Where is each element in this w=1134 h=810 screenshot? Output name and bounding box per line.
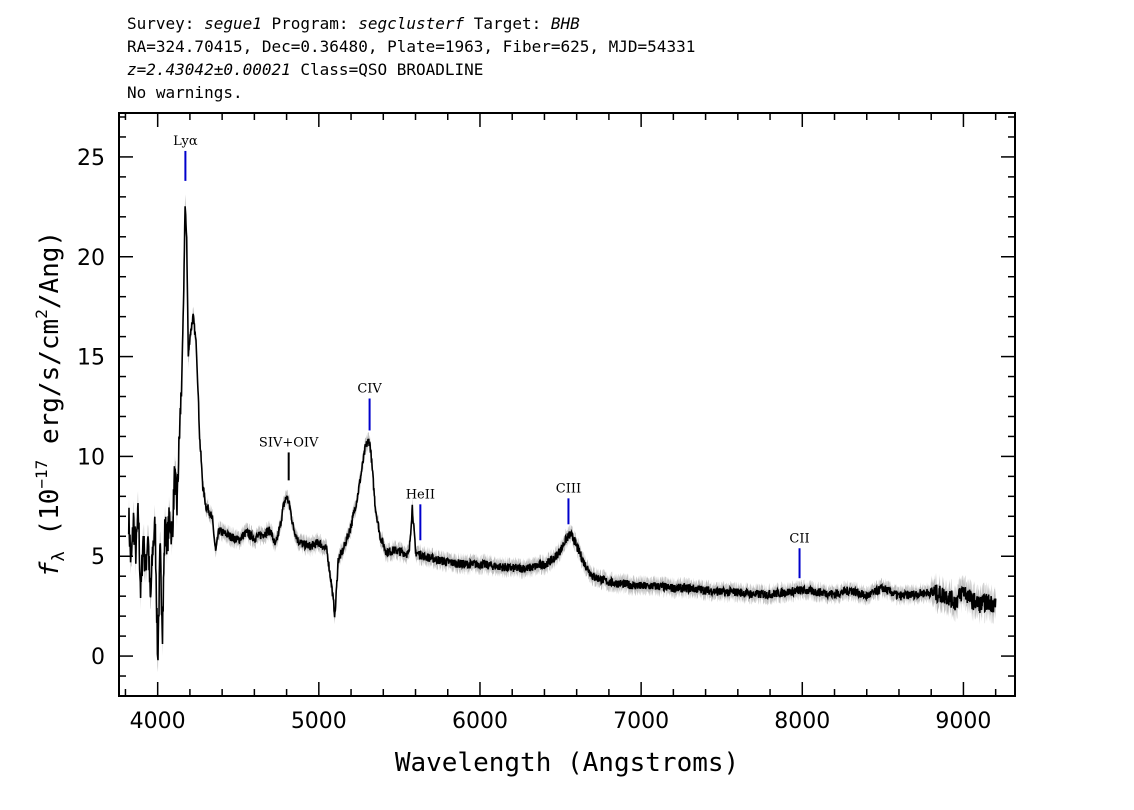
program-label: Program: <box>261 14 359 33</box>
y-tick-label: 5 <box>91 545 105 570</box>
target-label: Target: <box>464 14 551 33</box>
x-axis-title: Wavelength (Angstroms) <box>395 748 739 778</box>
plot-frame <box>118 112 1016 697</box>
y-tick-label: 0 <box>91 645 105 670</box>
spectrum-header: Survey: segue1 Program: segclusterf Targ… <box>127 12 695 104</box>
line-marker-ciii-label: CIII <box>556 481 581 496</box>
axis-ticks: 4000 5000 6000 7000 8000 9000 0 5 10 15 20 25 <box>77 113 1015 734</box>
target-value: BHB <box>550 14 580 33</box>
x-tick-label: 6000 <box>452 709 508 734</box>
plot-content: Lyα SIV+OIV CIV HeII CIII CII <box>127 134 997 673</box>
line-marker-heii-label: HeII <box>406 487 435 502</box>
y-tick-label: 15 <box>77 346 105 371</box>
line-marker-cii-label: CII <box>789 531 809 546</box>
survey-label: Survey: <box>127 14 205 33</box>
header-coords-line: RA=324.70415, Dec=0.36480, Plate=1963, F… <box>127 37 696 56</box>
y-tick-label: 10 <box>77 445 105 470</box>
x-tick-label: 9000 <box>935 709 991 734</box>
spectrum-line-0 <box>127 206 997 661</box>
program-value: segclusterf <box>358 14 465 33</box>
header-survey-line: Survey: segue1 Program: segclusterf Targ… <box>127 12 695 35</box>
redshift-value: z=2.43042±0.00021 <box>127 60 291 79</box>
class-value: Class=QSO BROADLINE <box>290 60 484 79</box>
header-warnings-line: No warnings. <box>127 83 243 102</box>
header-redshift-line: z=2.43042±0.00021 Class=QSO BROADLINE <box>127 58 695 81</box>
x-tick-label: 7000 <box>613 709 669 734</box>
survey-value: segue1 <box>204 14 262 33</box>
error-band-0 <box>128 194 996 673</box>
line-marker-siv-oiv-label: SIV+OIV <box>259 435 319 450</box>
y-tick-label: 25 <box>77 146 105 171</box>
y-axis-title: fλ (10−17 erg/s/cm2/Ang) <box>32 231 69 577</box>
x-tick-label: 8000 <box>774 709 830 734</box>
x-tick-label: 4000 <box>130 709 186 734</box>
line-marker-ly--label: Lyα <box>173 134 198 149</box>
line-marker-civ-label: CIV <box>357 382 382 397</box>
y-tick-label: 20 <box>77 246 105 271</box>
x-tick-label: 5000 <box>291 709 347 734</box>
